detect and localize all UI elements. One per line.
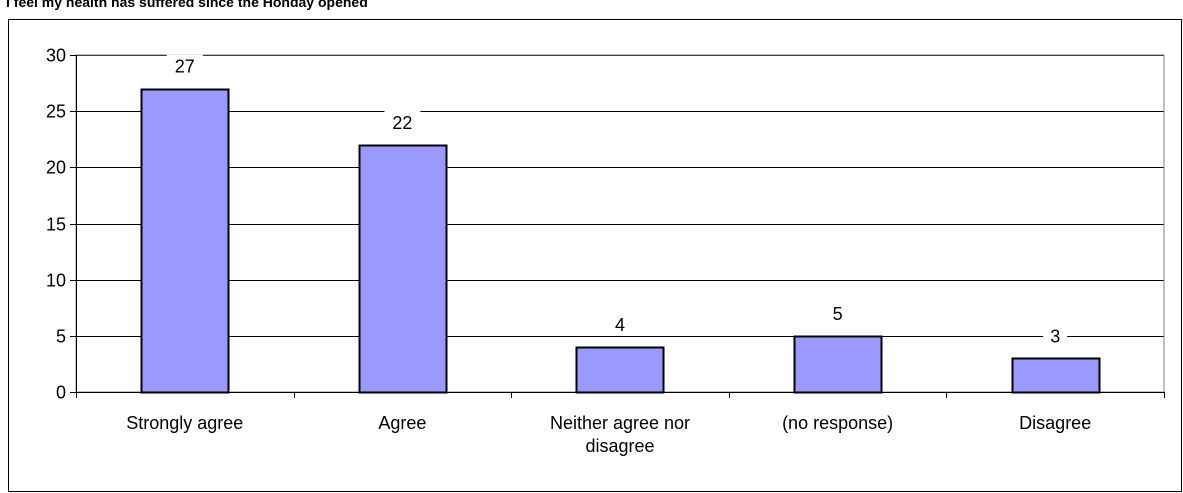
chart-title: I feel my health has suffered since the …: [6, 0, 368, 10]
y-tick-label: 5: [56, 327, 66, 347]
x-category-label: Disagree: [1019, 413, 1091, 433]
y-tick-label: 0: [56, 383, 66, 403]
data-label-background: [166, 54, 203, 77]
y-tick-label: 30: [46, 46, 66, 66]
data-label: 22: [392, 113, 412, 133]
bar: [140, 88, 230, 394]
data-label-background: [384, 110, 421, 133]
data-label: 4: [615, 315, 625, 335]
y-tick-label: 20: [46, 158, 66, 178]
gridlines: [76, 55, 1164, 337]
x-category-label: disagree: [585, 436, 654, 456]
x-category-label: Strongly agree: [126, 413, 243, 433]
bars: [140, 88, 1101, 394]
bar: [793, 335, 883, 394]
bar: [1011, 357, 1101, 394]
data-label-background: [608, 313, 632, 336]
x-category-label: (no response): [782, 413, 893, 433]
data-label: 5: [833, 304, 843, 324]
data-label-background: [1043, 324, 1068, 347]
chart-frame: [8, 19, 1182, 492]
data-label: 3: [1050, 326, 1060, 346]
labels: 0 5 10 15 20 25 30 27 Strongly agree 22 Agree 4 Neit…: [46, 46, 1091, 457]
y-tick-label: 25: [46, 102, 66, 122]
bar: [575, 346, 665, 394]
data-label: 27: [175, 57, 195, 77]
data-label-background: [825, 301, 850, 324]
y-tick-label: 10: [46, 271, 66, 291]
y-tick-label: 15: [46, 215, 66, 235]
x-category-label: Neither agree nor: [550, 413, 690, 433]
plot-area-border: [75, 54, 1165, 393]
x-category-label: Agree: [378, 413, 426, 433]
bar: [358, 144, 448, 394]
